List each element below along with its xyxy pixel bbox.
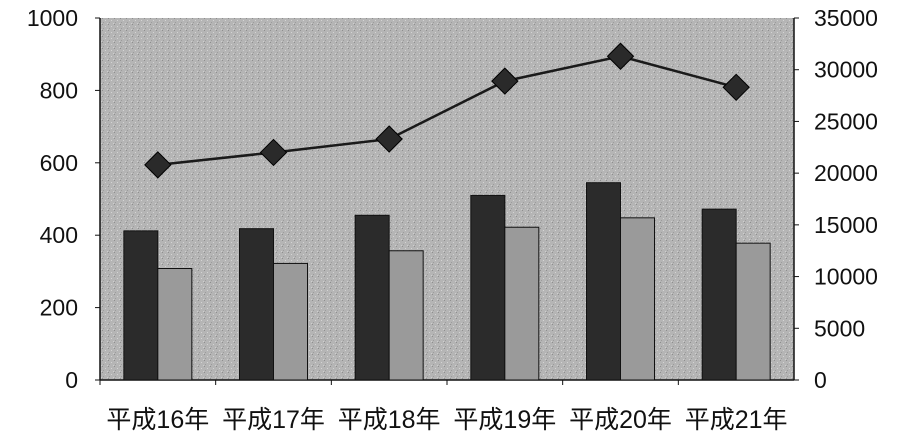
bar-series-2 [620, 217, 655, 381]
right-tick-label: 35000 [814, 5, 878, 31]
line-point-marker [606, 42, 635, 70]
bar-series-2 [157, 268, 193, 381]
right-tick-label: 30000 [814, 57, 878, 83]
x-tick-label: 平成19年 [453, 406, 556, 434]
line-series [157, 54, 737, 167]
line-point-marker [259, 138, 288, 167]
right-tick-label: 0 [814, 367, 827, 393]
bar-series-1 [586, 182, 621, 381]
x-tick-label: 平成17年 [222, 406, 325, 434]
left-tick-label: 600 [40, 150, 78, 176]
left-tick-label: 200 [40, 295, 78, 321]
bar-series-1 [354, 214, 390, 381]
right-tick-label: 25000 [814, 108, 878, 134]
bar-series-1 [701, 208, 737, 381]
x-tick-label: 平成16年 [106, 406, 209, 434]
bar-series-1 [123, 230, 159, 381]
line-point-marker [375, 125, 403, 153]
plot-area [100, 18, 794, 380]
right-tick-label: 20000 [814, 160, 878, 186]
x-tick-label: 平成18年 [338, 406, 441, 434]
bar-series-1 [470, 194, 506, 381]
line-point-marker [144, 151, 172, 179]
right-tick-label: 5000 [814, 315, 865, 341]
line-point-marker [491, 67, 519, 95]
line-point-marker [722, 73, 750, 102]
left-tick-label: 0 [65, 367, 78, 393]
x-tick-label: 平成21年 [685, 406, 788, 434]
left-tick-label: 800 [40, 77, 78, 103]
left-tick-label: 1000 [27, 5, 78, 31]
bar-series-2 [388, 250, 424, 381]
bar-series-1 [239, 228, 274, 381]
right-tick-label: 15000 [814, 212, 878, 238]
right-tick-label: 10000 [814, 264, 878, 290]
x-tick-label: 平成20年 [569, 406, 672, 434]
bar-series-2 [504, 226, 540, 381]
bar-series-2 [273, 262, 308, 381]
left-tick-label: 400 [40, 222, 78, 248]
bar-series-2 [735, 242, 771, 381]
